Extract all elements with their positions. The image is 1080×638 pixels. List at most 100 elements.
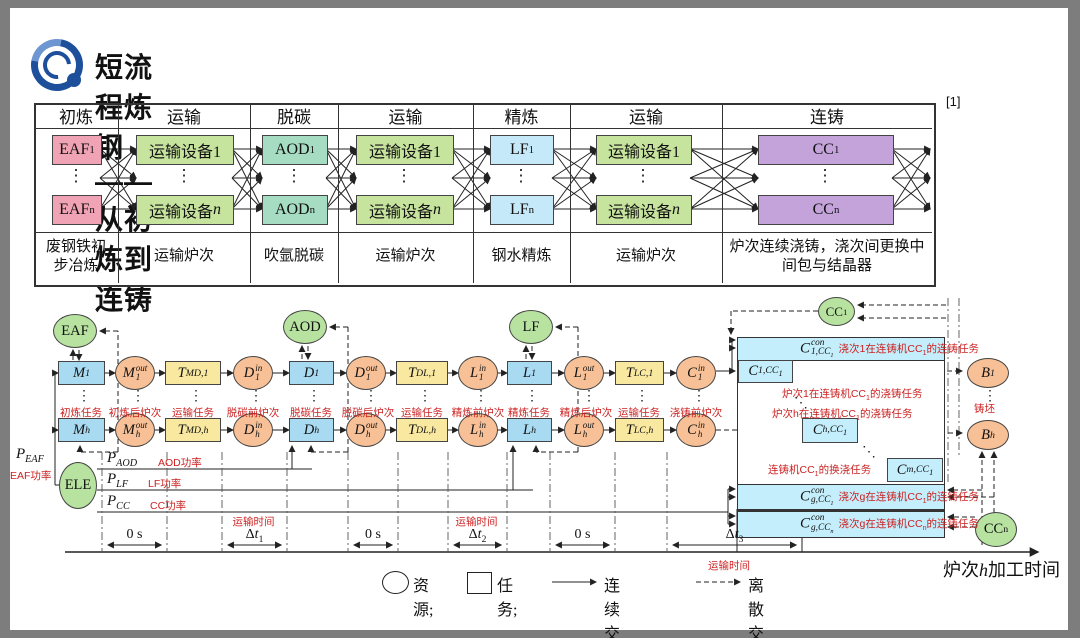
table-divider <box>473 103 474 283</box>
table-box-row1-5: 运输设备1 <box>596 135 692 165</box>
table-header-5: 运输 <box>629 108 663 127</box>
resource-lf: LF <box>509 310 553 344</box>
node-t_lc-rowh: T LC,h <box>615 418 664 442</box>
timeline-span-label-2: 0 s <box>365 527 381 542</box>
table-divider <box>570 103 571 283</box>
ellipsis-cast-2: ⋱ <box>862 443 876 459</box>
table-caption-6: 炉次连续浇铸，浇次间更换中间包与结晶器 <box>729 238 925 275</box>
stage-label-6: 运输任务 <box>401 407 443 419</box>
process-table-frame <box>34 103 936 287</box>
table-box-rown-5: 运输设备 n <box>596 195 692 225</box>
timeline-span-label-3: Δt2 <box>468 527 487 545</box>
label-p-eaf: PEAF <box>16 446 44 465</box>
axis-label: 炉次h加工时间 <box>943 560 1060 580</box>
table-box-row1-0: EAF 1 <box>52 135 102 165</box>
chain-ellipsis: ⋮ <box>525 387 539 403</box>
chain-ellipsis: ⋮ <box>249 387 263 403</box>
chain-ellipsis: ⋮ <box>131 387 145 403</box>
table-ellipsis: ⋮ <box>512 166 530 185</box>
table-box-rown-1: 运输设备 n <box>136 195 234 225</box>
transport-time-label: 运输时间 <box>455 516 498 528</box>
table-ellipsis: ⋮ <box>634 166 652 185</box>
table-box-row1-3: 运输设备1 <box>356 135 454 165</box>
annotation-con1: 浇次1在连铸机CC1的连铸任务 <box>838 342 980 358</box>
table-ellipsis: ⋮ <box>285 166 303 185</box>
chain-ellipsis: ⋮ <box>692 387 706 403</box>
annotation-billet: 铸坯 <box>974 403 995 415</box>
label-lf-power: LF功率 <box>148 478 182 490</box>
table-box-rown-0: EAF n <box>52 195 102 225</box>
annotation-congn: 浇次g在连铸机CCn的连铸任务 <box>838 518 980 533</box>
annotation-cong1: 浇次g在连铸机CC1的连铸任务 <box>838 490 980 506</box>
table-ellipsis: ⋮ <box>395 166 413 185</box>
table-divider <box>118 103 119 283</box>
reference-mark: [1] <box>946 94 961 109</box>
slide-logo-icon <box>20 28 94 102</box>
stage-label-2: 运输任务 <box>172 407 214 419</box>
resource-ccn: CC n <box>975 512 1017 547</box>
table-caption-3: 运输炉次 <box>375 248 436 265</box>
table-divider <box>338 103 339 283</box>
table-divider <box>722 103 723 283</box>
table-caption-2: 吹氩脱碳 <box>263 248 324 265</box>
table-box-rown-3: 运输设备 n <box>356 195 454 225</box>
table-box-row1-1: 运输设备1 <box>136 135 234 165</box>
table-ellipsis: ⋮ <box>175 166 193 185</box>
label-aod-power: AOD功率 <box>158 457 202 469</box>
ellipsis-cast-1: ⋱ <box>794 394 808 410</box>
table-divider <box>250 103 251 283</box>
table-header-2: 脱碳 <box>277 108 311 127</box>
table-box-row1-2: AOD 1 <box>262 135 328 165</box>
stage-label-4: 脱碳任务 <box>290 407 332 419</box>
stage-label-1: 初炼后炉次 <box>108 407 162 419</box>
table-box-row1-6: CC 1 <box>758 135 894 165</box>
node-t_lc-row1: T LC,1 <box>615 361 664 385</box>
table-box-rown-4: LF n <box>490 195 554 225</box>
table-ellipsis: ⋮ <box>67 166 85 185</box>
annotation-pour1: 炉次1在连铸机CC1的浇铸任务 <box>782 388 923 403</box>
annotation-swap: 连铸机CC1的换浇任务 <box>768 464 872 479</box>
table-header-divider <box>34 128 932 129</box>
table-header-1: 运输 <box>167 108 201 127</box>
chain-ellipsis: ⋮ <box>77 387 91 403</box>
table-header-6: 连铸 <box>810 108 844 127</box>
resource-cc1: CC 1 <box>818 297 855 326</box>
node-t_md-row1: T MD,1 <box>165 361 221 385</box>
table-header-3: 运输 <box>388 108 423 127</box>
stage-label-8: 精炼任务 <box>508 407 550 419</box>
label-cc-power: CC功率 <box>150 500 187 512</box>
transport-time-label: 运输时间 <box>232 516 275 528</box>
chain-ellipsis: ⋮ <box>307 387 321 403</box>
table-box-rown-6: CC n <box>758 195 894 225</box>
table-caption-4: 钢水精炼 <box>491 248 552 265</box>
resource-eaf: EAF <box>53 314 97 348</box>
table-box-rown-2: AOD n <box>262 195 328 225</box>
legend-continuous-label: 连续交互; <box>604 578 621 638</box>
chain-ellipsis: ⋮ <box>189 387 203 403</box>
chain-ellipsis: ⋮ <box>582 387 596 403</box>
table-header-4: 精炼 <box>504 108 539 127</box>
stage-label-9: 精炼后炉次 <box>559 407 613 419</box>
node-t_dl-rowh: T DL,h <box>396 418 448 442</box>
stage-label-0: 初炼任务 <box>60 407 102 419</box>
resource-aod: AOD <box>283 310 327 344</box>
